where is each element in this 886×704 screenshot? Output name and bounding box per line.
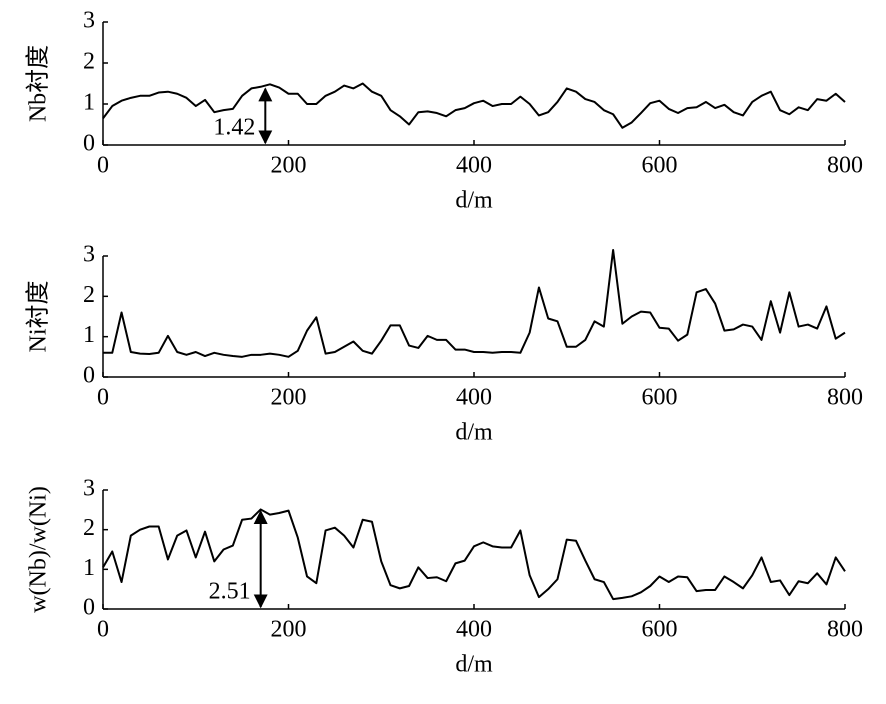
- x-tick-label: 0: [97, 617, 109, 643]
- x-axis-label: d/m: [455, 188, 493, 214]
- y-tick-label: 3: [83, 476, 95, 502]
- x-tick-label: 800: [827, 617, 863, 643]
- x-tick-label: 600: [642, 153, 678, 179]
- y-tick-label: 3: [83, 242, 95, 268]
- x-tick-label: 800: [827, 153, 863, 179]
- y-tick-label: 0: [83, 131, 95, 157]
- y-tick-label: 2: [83, 515, 95, 541]
- data-line: [102, 82, 846, 129]
- annotation-label: 1.42: [213, 115, 255, 141]
- x-tick-label: 800: [827, 385, 863, 411]
- y-axis-label: Nb衬度: [25, 45, 52, 122]
- y-tick-label: 0: [83, 595, 95, 621]
- y-tick-label: 1: [83, 322, 95, 348]
- y-axis-label: Ni衬度: [25, 281, 52, 353]
- y-axis-label: w(Nb)/w(Ni): [26, 486, 52, 613]
- x-tick-label: 600: [642, 385, 678, 411]
- y-tick-label: 2: [83, 282, 95, 308]
- x-tick-label: 400: [456, 385, 492, 411]
- x-tick-label: 400: [456, 617, 492, 643]
- x-axis-label: d/m: [455, 420, 493, 446]
- y-tick-label: 1: [83, 555, 95, 581]
- x-tick-label: 0: [97, 385, 109, 411]
- x-axis-label: d/m: [455, 652, 493, 678]
- y-tick-label: 2: [83, 49, 95, 75]
- x-tick-label: 200: [271, 617, 307, 643]
- x-tick-label: 0: [97, 153, 109, 179]
- y-tick-label: 3: [83, 8, 95, 34]
- x-tick-label: 200: [271, 385, 307, 411]
- data-line: [103, 248, 846, 358]
- annotation-label: 2.51: [209, 579, 251, 605]
- data-line: [102, 508, 846, 601]
- x-tick-label: 400: [456, 153, 492, 179]
- x-tick-label: 600: [642, 617, 678, 643]
- y-tick-label: 1: [83, 90, 95, 116]
- x-tick-label: 200: [271, 153, 307, 179]
- y-tick-label: 0: [83, 363, 95, 389]
